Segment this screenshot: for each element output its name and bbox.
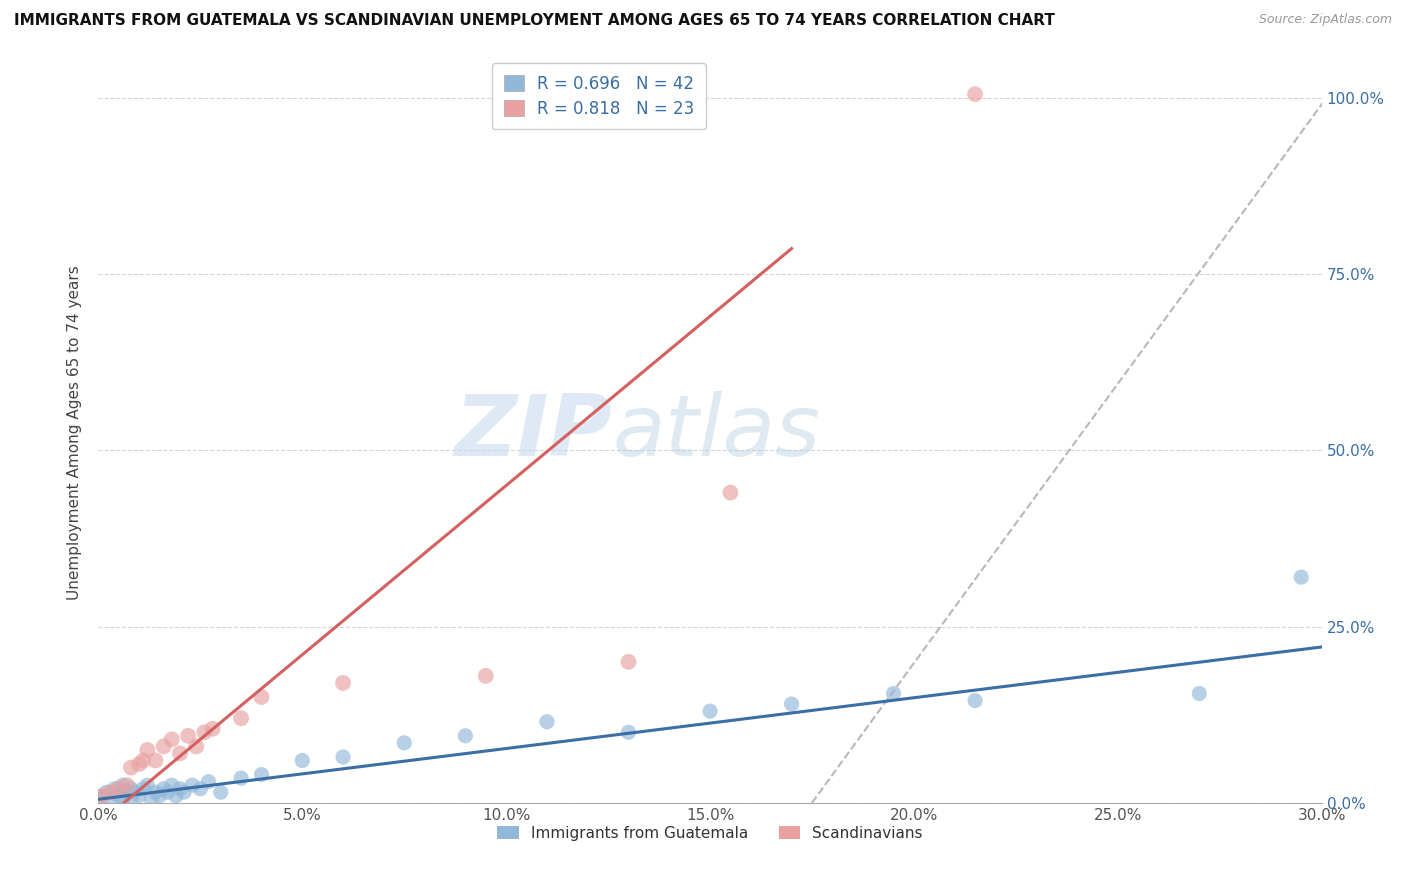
Point (128, 757, 150, 772)
Point (128, 789, 150, 803)
Point (100, 785, 122, 799)
Point (965, 87, 987, 102)
Point (250, 690, 273, 704)
Point (617, 725, 640, 739)
Point (392, 736, 416, 750)
Point (883, 686, 905, 700)
Point (100, 792, 122, 806)
Point (136, 778, 159, 792)
Y-axis label: Unemployment Among Ages 65 to 74 years: Unemployment Among Ages 65 to 74 years (67, 265, 83, 600)
Point (145, 754, 167, 768)
Point (193, 725, 215, 739)
Text: ZIP: ZIP (454, 391, 612, 475)
Point (156, 785, 179, 799)
Point (169, 781, 191, 796)
Point (115, 778, 138, 792)
Point (115, 785, 138, 799)
Point (188, 781, 212, 796)
Text: IMMIGRANTS FROM GUATEMALA VS SCANDINAVIAN UNEMPLOYMENT AMONG AGES 65 TO 74 YEARS: IMMIGRANTS FROM GUATEMALA VS SCANDINAVIA… (14, 13, 1054, 29)
Point (108, 781, 131, 796)
Point (1188, 686, 1211, 700)
Point (181, 778, 204, 792)
Point (173, 785, 195, 799)
Point (165, 789, 187, 803)
Point (965, 693, 987, 707)
Point (536, 714, 558, 729)
Point (149, 789, 172, 803)
Text: atlas: atlas (612, 391, 820, 475)
Point (617, 655, 640, 669)
Point (124, 785, 146, 799)
Point (160, 778, 183, 792)
Point (718, 485, 742, 500)
Text: Source: ZipAtlas.com: Source: ZipAtlas.com (1258, 13, 1392, 27)
Point (201, 722, 224, 736)
Point (111, 778, 134, 792)
Point (91, 789, 114, 803)
Point (332, 676, 354, 690)
Point (87, 792, 110, 806)
Point (209, 785, 232, 799)
Point (120, 760, 142, 774)
Point (111, 792, 134, 806)
Point (474, 669, 498, 683)
Point (291, 754, 314, 768)
Point (186, 739, 208, 754)
Point (231, 711, 253, 725)
Point (250, 767, 273, 781)
Legend: Immigrants from Guatemala, Scandinavians: Immigrants from Guatemala, Scandinavians (491, 820, 929, 847)
Point (231, 771, 253, 785)
Point (136, 743, 159, 757)
Point (454, 729, 477, 743)
Point (120, 781, 142, 796)
Point (96, 785, 118, 799)
Point (104, 781, 127, 796)
Point (120, 792, 142, 806)
Point (699, 704, 721, 718)
Point (132, 754, 155, 768)
Point (152, 739, 174, 754)
Point (332, 750, 354, 764)
Point (160, 732, 183, 747)
Point (169, 747, 191, 761)
Point (1291, 570, 1313, 584)
Point (177, 729, 200, 743)
Point (152, 781, 174, 796)
Point (108, 789, 131, 803)
Point (91, 789, 114, 803)
Point (145, 785, 167, 799)
Point (132, 781, 155, 796)
Point (141, 792, 163, 806)
Point (197, 774, 219, 789)
Point (780, 697, 803, 711)
